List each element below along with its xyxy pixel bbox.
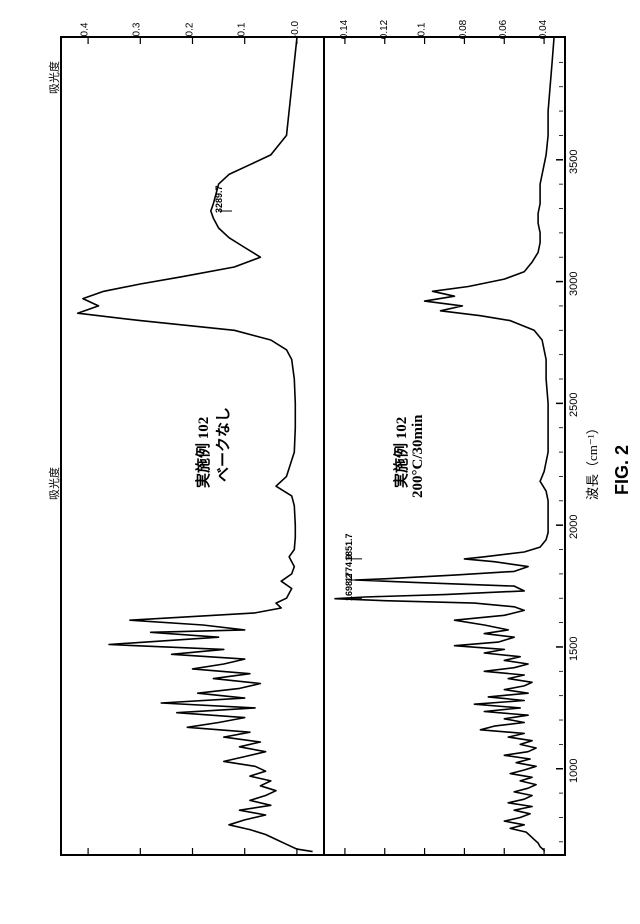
page: FIG. 2 波長（cm⁻¹） 吸光度 吸光度 実施例 102 ベークなし 実施… bbox=[0, 0, 640, 924]
y-tick-label: 0.08 bbox=[459, 20, 470, 39]
y-tick-label: 0.1 bbox=[236, 23, 247, 37]
y-tick-label: 0.3 bbox=[132, 23, 143, 37]
y-tick-label: 0.4 bbox=[80, 23, 91, 37]
spectrum-line bbox=[335, 38, 554, 852]
x-tick-label: 2000 bbox=[568, 515, 580, 539]
x-tick-label: 3500 bbox=[568, 149, 580, 173]
y-tick-label: 0.14 bbox=[339, 20, 350, 39]
x-tick-label: 1000 bbox=[568, 758, 580, 782]
peak-label: 3289.7 bbox=[214, 185, 224, 213]
chart-frame: 実施例 102 ベークなし 実施例 102 200°C/30min 100015… bbox=[60, 36, 566, 856]
peak-label: 1698.2 bbox=[344, 573, 354, 601]
spectrum-line bbox=[78, 38, 313, 852]
y-tick-label: 0.12 bbox=[379, 20, 390, 39]
y-tick-label: 0.04 bbox=[538, 20, 549, 39]
figure-caption: FIG. 2 bbox=[612, 445, 633, 495]
x-axis-label: 波長（cm⁻¹） bbox=[582, 421, 601, 500]
y-tick-label: 0.1 bbox=[416, 23, 427, 37]
x-tick-label: 3000 bbox=[568, 271, 580, 295]
plot-svg bbox=[62, 38, 564, 854]
y-tick-label: 0.06 bbox=[498, 20, 509, 39]
x-tick-label: 1500 bbox=[568, 636, 580, 660]
y-tick-label: 0.2 bbox=[184, 23, 195, 37]
x-tick-label: 2500 bbox=[568, 393, 580, 417]
y-tick-label: -0.0 bbox=[290, 21, 301, 38]
